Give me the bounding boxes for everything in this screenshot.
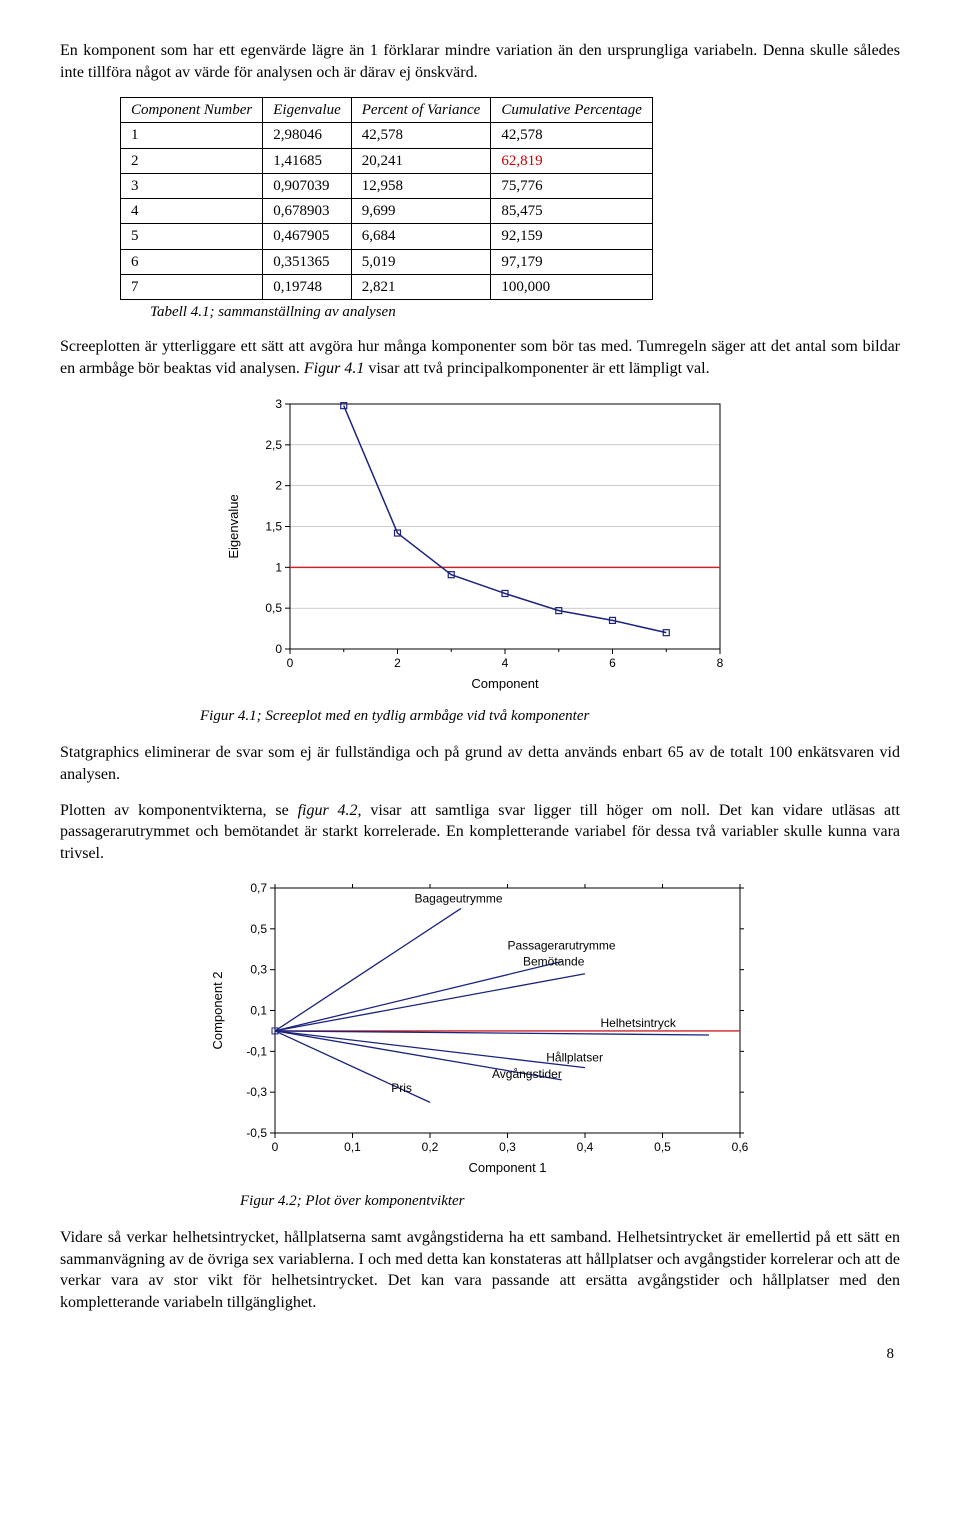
table-cell: 20,241 <box>351 148 491 173</box>
svg-text:2: 2 <box>275 478 282 492</box>
table-cell: 92,159 <box>491 224 653 249</box>
table-cell: 2 <box>121 148 263 173</box>
svg-text:6: 6 <box>609 656 616 670</box>
svg-text:0: 0 <box>287 656 294 670</box>
svg-text:0,1: 0,1 <box>344 1140 361 1154</box>
screeplot-caption: Figur 4.1; Screeplot med en tydlig armbå… <box>200 706 900 726</box>
table-cell: 2,821 <box>351 274 491 299</box>
svg-text:0,3: 0,3 <box>499 1140 516 1154</box>
svg-text:Eigenvalue: Eigenvalue <box>226 494 241 558</box>
page-number: 8 <box>60 1344 900 1364</box>
th-percent: Percent of Variance <box>351 98 491 123</box>
svg-text:-0,5: -0,5 <box>246 1126 267 1140</box>
table-cell: 5 <box>121 224 263 249</box>
svg-text:Component 2: Component 2 <box>210 972 225 1050</box>
svg-text:2,5: 2,5 <box>265 437 282 451</box>
svg-text:0,5: 0,5 <box>250 922 267 936</box>
svg-text:Helhetsintryck: Helhetsintryck <box>601 1016 677 1030</box>
paragraph-5: Vidare så verkar helhetsintrycket, hållp… <box>60 1227 900 1313</box>
table-cell: 3 <box>121 173 263 198</box>
table-caption: Tabell 4.1; sammanställning av analysen <box>150 302 900 322</box>
paragraph-2: Screeplotten är ytterliggare ett sätt at… <box>60 336 900 379</box>
svg-text:Avgångstider: Avgångstider <box>492 1067 562 1081</box>
table-cell: 0,907039 <box>263 173 351 198</box>
table-cell: 7 <box>121 274 263 299</box>
paragraph-1: En komponent som har ett egenvärde lägre… <box>60 40 900 83</box>
svg-text:4: 4 <box>502 656 509 670</box>
th-eigenvalue: Eigenvalue <box>263 98 351 123</box>
table-cell: 12,958 <box>351 173 491 198</box>
paragraph-4: Plotten av komponentvikterna, se figur 4… <box>60 800 900 865</box>
table-cell: 9,699 <box>351 199 491 224</box>
svg-text:1,5: 1,5 <box>265 519 282 533</box>
svg-text:0,1: 0,1 <box>250 1004 267 1018</box>
table-cell: 42,578 <box>351 123 491 148</box>
table-cell: 97,179 <box>491 249 653 274</box>
biplot-chart: -0,5 -0,3 -0,1 0,1 0,3 0,5 0,7 0 0,1 0,2 0,3 0,4 0,5… <box>200 878 760 1185</box>
table-cell: 6,684 <box>351 224 491 249</box>
eigenvalue-table: Component Number Eigenvalue Percent of V… <box>120 97 653 300</box>
svg-text:0,3: 0,3 <box>250 963 267 977</box>
svg-text:0,5: 0,5 <box>265 601 282 615</box>
svg-text:8: 8 <box>717 656 724 670</box>
svg-text:0,2: 0,2 <box>422 1140 439 1154</box>
table-cell: 0,678903 <box>263 199 351 224</box>
svg-text:-0,3: -0,3 <box>246 1086 267 1100</box>
table-cell: 4 <box>121 199 263 224</box>
svg-text:Pris: Pris <box>391 1082 412 1096</box>
table-cell: 100,000 <box>491 274 653 299</box>
table-cell: 1 <box>121 123 263 148</box>
table-cell: 1,41685 <box>263 148 351 173</box>
svg-text:-0,1: -0,1 <box>246 1045 267 1059</box>
svg-text:0,7: 0,7 <box>250 881 267 895</box>
svg-text:Bemötande: Bemötande <box>523 955 585 969</box>
svg-text:Bagageutrymme: Bagageutrymme <box>415 892 503 906</box>
table-cell: 85,475 <box>491 199 653 224</box>
th-cumulative: Cumulative Percentage <box>491 98 653 123</box>
svg-text:0,6: 0,6 <box>732 1140 749 1154</box>
svg-text:Component: Component <box>471 676 539 691</box>
svg-text:3: 3 <box>275 397 282 411</box>
table-cell: 75,776 <box>491 173 653 198</box>
svg-text:Component 1: Component 1 <box>468 1160 546 1175</box>
svg-text:Passagerarutrymme: Passagerarutrymme <box>508 939 616 953</box>
table-cell: 0,351365 <box>263 249 351 274</box>
table-cell: 2,98046 <box>263 123 351 148</box>
svg-text:0,5: 0,5 <box>654 1140 671 1154</box>
table-cell: 62,819 <box>491 148 653 173</box>
svg-text:0: 0 <box>272 1140 279 1154</box>
svg-text:0: 0 <box>275 642 282 656</box>
th-component: Component Number <box>121 98 263 123</box>
table-cell: 6 <box>121 249 263 274</box>
svg-text:2: 2 <box>394 656 401 670</box>
table-cell: 42,578 <box>491 123 653 148</box>
svg-text:1: 1 <box>275 560 282 574</box>
biplot-caption: Figur 4.2; Plot över komponentvikter <box>240 1191 900 1211</box>
table-cell: 5,019 <box>351 249 491 274</box>
svg-text:0,4: 0,4 <box>577 1140 594 1154</box>
screeplot-chart: 0 0,5 1 1,5 2 2,5 3 0 2 4 6 8 Component Eigenvalue <box>220 394 740 701</box>
svg-text:Hållplatser: Hållplatser <box>546 1051 603 1065</box>
table-cell: 0,19748 <box>263 274 351 299</box>
paragraph-3: Statgraphics eliminerar de svar som ej ä… <box>60 742 900 785</box>
table-cell: 0,467905 <box>263 224 351 249</box>
